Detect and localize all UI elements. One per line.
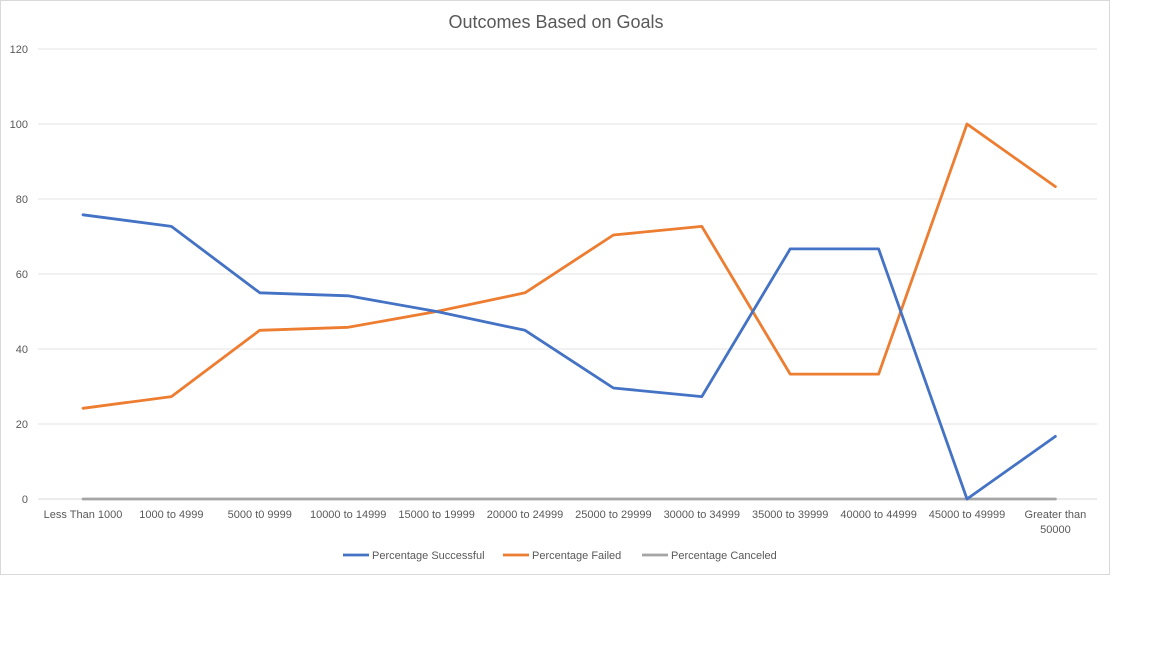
y-axis-ticks: 0 20 40 60 80 100 120: [10, 44, 28, 506]
chart-frame: [0, 0, 1110, 575]
x-tick-label: Greater than 50000: [1025, 509, 1087, 536]
y-tick-label: 100: [10, 119, 28, 131]
gridlines: [38, 48, 1097, 500]
y-tick-label: 20: [16, 419, 28, 431]
x-tick-label: 30000 to 34999: [664, 509, 740, 521]
y-tick-label: 60: [16, 269, 28, 281]
y-tick-label: 40: [16, 344, 28, 356]
x-tick-label: 5000 t0 9999: [228, 509, 292, 521]
x-tick-label: Less Than 1000: [44, 509, 123, 521]
series-line-percentage-successful: [81, 213, 1057, 501]
y-tick-label: 0: [22, 494, 28, 506]
y-tick-label: 120: [10, 44, 28, 56]
x-tick-label: 35000 to 39999: [752, 509, 828, 521]
series-line-percentage-failed: [81, 122, 1057, 410]
x-tick-label: 20000 to 24999: [487, 509, 563, 521]
x-tick-label: 40000 to 44999: [840, 509, 916, 521]
legend-label: Percentage Successful: [372, 550, 485, 562]
series-lines: [81, 122, 1057, 501]
legend: Percentage Successful Percentage Failed Pe…: [343, 550, 777, 562]
x-tick-label: 45000 to 49999: [929, 509, 1005, 521]
x-axis-ticks: Less Than 1000 1000 to 4999 5000 t0 9999 10…: [44, 509, 1087, 536]
chart-title: Outcomes Based on Goals: [448, 12, 663, 32]
x-tick-label: 1000 to 4999: [139, 509, 203, 521]
legend-label: Percentage Failed: [532, 550, 621, 562]
x-tick-label: 25000 to 29999: [575, 509, 651, 521]
y-tick-label: 80: [16, 194, 28, 206]
x-tick-label: 15000 to 19999: [398, 509, 474, 521]
x-tick-label: 10000 to 14999: [310, 509, 386, 521]
legend-label: Percentage Canceled: [671, 550, 777, 562]
